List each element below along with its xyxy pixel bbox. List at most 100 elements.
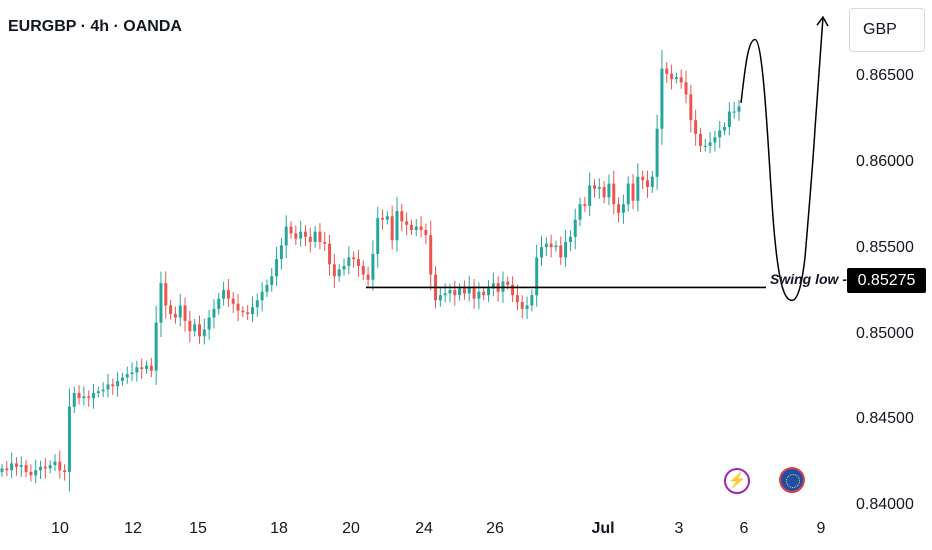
candle-body (670, 73, 674, 79)
candle-body (106, 384, 110, 390)
candle-body (525, 305, 529, 309)
eu-flag-icon[interactable] (779, 467, 805, 493)
candle-body (419, 226, 423, 230)
candle-body (188, 320, 192, 332)
candle-body (159, 283, 163, 323)
candle-body (732, 111, 736, 113)
candle-body (34, 470, 38, 476)
candle-body (289, 226, 293, 234)
x-tick-label: 9 (816, 520, 826, 537)
candle-body (453, 290, 457, 296)
candle-body (140, 367, 144, 369)
candle-body (511, 284, 515, 296)
candle-body (308, 236, 312, 242)
candle-body (559, 245, 563, 258)
candle-body (381, 217, 385, 220)
candle-body (212, 308, 216, 318)
candle-body (679, 77, 683, 83)
candle-body (617, 204, 621, 213)
y-tick-label: 0.85500 (856, 238, 914, 256)
candle-body (328, 243, 332, 265)
candle-body (544, 243, 548, 248)
candle-body (347, 257, 351, 266)
candle-body (125, 374, 129, 378)
candle-body (376, 217, 380, 254)
candle-body (255, 300, 259, 308)
projection-path[interactable] (740, 17, 824, 302)
candle-body (694, 120, 698, 134)
candle-body (650, 176, 654, 188)
candle-body (438, 295, 442, 301)
candle-body (250, 307, 254, 315)
candle-body (183, 305, 187, 321)
candle-body (275, 259, 279, 277)
candle-body (684, 82, 688, 95)
candle-body (77, 392, 81, 399)
candle-body (303, 231, 307, 237)
candle-body (530, 295, 534, 306)
candle-body (501, 281, 505, 292)
candle-body (506, 281, 510, 285)
candle-body (29, 471, 33, 476)
candle-body (361, 266, 365, 275)
candle-body (602, 187, 606, 198)
candle-body (689, 94, 693, 121)
candle-body (414, 226, 418, 230)
candle-body (284, 226, 288, 246)
x-tick-label: 18 (270, 520, 288, 537)
candle-body (727, 111, 731, 127)
candle-body (443, 293, 447, 296)
candle-body (43, 466, 47, 469)
x-tick-label: 24 (415, 520, 433, 537)
candle-body (116, 380, 120, 387)
candle-body (169, 305, 173, 315)
candle-body (92, 392, 96, 399)
candle-body (626, 183, 630, 205)
candle-body (405, 221, 409, 225)
candle-body (318, 231, 322, 242)
candle-body (39, 466, 43, 471)
candle-body (356, 259, 360, 266)
candle-body (467, 286, 471, 294)
candle-body (723, 126, 727, 131)
x-tick-label: 3 (674, 520, 684, 537)
candle-body (313, 231, 317, 242)
candle-body (491, 283, 495, 289)
candle-body (135, 367, 139, 373)
candle-body (708, 142, 712, 146)
candle-body (270, 276, 274, 285)
candle-body (390, 216, 394, 241)
candle-body (588, 185, 592, 206)
candle-body (568, 236, 572, 242)
x-tick-label: 15 (189, 520, 207, 537)
candle-body (67, 406, 71, 472)
x-tick-label: 26 (486, 520, 504, 537)
candle-body (641, 176, 645, 181)
y-tick-label: 0.85000 (856, 324, 914, 342)
candle-body (477, 291, 481, 299)
candle-body (636, 176, 640, 201)
candle-body (597, 187, 601, 189)
candle-body (0, 468, 4, 472)
candle-body (612, 183, 616, 205)
chart-title: EURGBP · 4h · OANDA (8, 18, 182, 35)
candle-body (24, 465, 28, 472)
lightning-icon[interactable]: ⚡ (724, 468, 750, 494)
candle-body (660, 68, 664, 129)
candle-body (515, 295, 519, 303)
candle-body (337, 269, 341, 277)
projection-arrowhead (816, 15, 829, 27)
candle-body (323, 241, 327, 244)
y-tick-label: 0.86000 (856, 153, 914, 171)
candle-body (111, 384, 115, 387)
candle-body (130, 372, 134, 375)
x-tick-label: 12 (124, 520, 142, 537)
candle-body (462, 288, 466, 294)
candle-body (366, 274, 370, 280)
swing-low-price-tag: 0.85275 (847, 268, 926, 293)
currency-button[interactable]: GBP (849, 8, 925, 52)
candle-body (342, 266, 346, 270)
candle-body (554, 245, 558, 248)
x-tick-label: Jul (591, 520, 615, 537)
